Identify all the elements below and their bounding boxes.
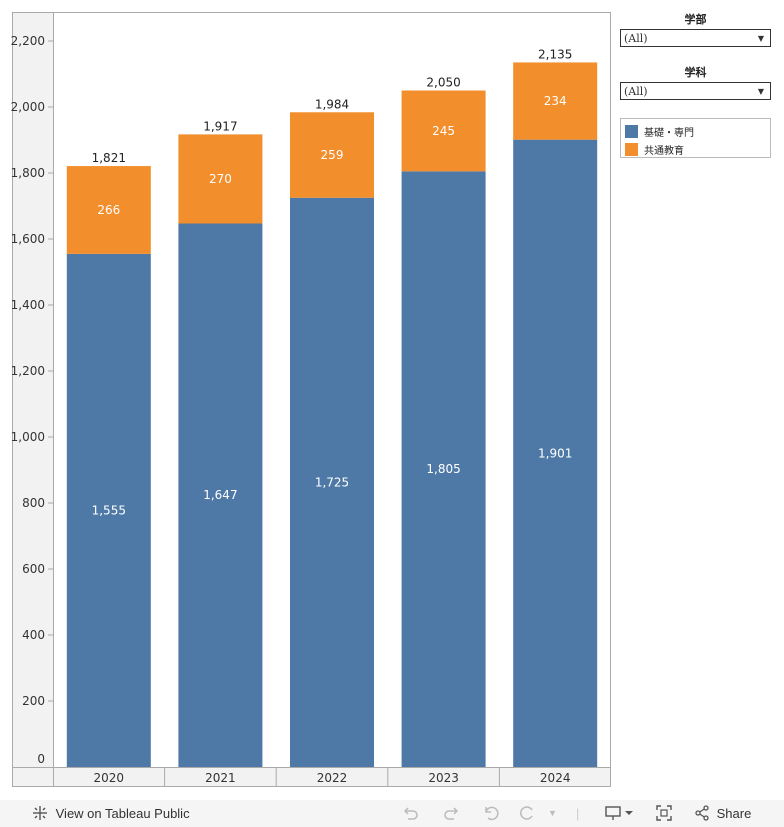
total-label: 2,050 [426, 76, 460, 90]
y-tick-label: 400 [22, 628, 45, 642]
bar-segment [178, 223, 263, 768]
legend-swatch [625, 142, 638, 156]
bar-segment [401, 171, 486, 768]
x-tick-label: 2023 [428, 771, 459, 785]
segment-value-label: 259 [321, 148, 344, 162]
dropdown-arrow-icon: ▼ [757, 87, 764, 96]
department-select[interactable]: (All) ▼ [620, 82, 771, 100]
view-on-tableau-link[interactable]: View on Tableau Public [32, 804, 190, 823]
y-tick-label: 1,800 [11, 166, 45, 180]
bar-segment [66, 166, 151, 254]
view-on-tableau-label: View on Tableau Public [55, 806, 190, 821]
y-tick-label: 2,200 [11, 34, 45, 48]
filter-title: 学部 [684, 13, 707, 26]
segment-value-label: 1,647 [203, 488, 237, 502]
faculty-select[interactable]: (All) ▼ [620, 29, 771, 47]
fullscreen-icon[interactable] [655, 804, 673, 823]
bar-segment [401, 90, 486, 172]
y-tick-label: 2,000 [11, 100, 45, 114]
y-tick-label: 600 [22, 562, 45, 576]
y-tick-label: 1,600 [11, 232, 45, 246]
legend: 基礎・専門 共通教育 [620, 118, 771, 158]
x-tick-label: 2021 [205, 771, 236, 785]
legend-label: 基礎・専門 [644, 127, 694, 139]
segment-value-label: 270 [209, 172, 232, 186]
total-label: 2,135 [538, 47, 572, 61]
segment-value-label: 1,555 [92, 503, 126, 517]
bar-segment [66, 253, 151, 768]
y-tick-label: 0 [37, 752, 45, 766]
segment-value-label: 245 [432, 124, 455, 138]
y-tick-label: 1,400 [11, 298, 45, 312]
bar-segment [513, 62, 598, 140]
download-icon[interactable] [604, 804, 634, 823]
y-axis-panel [12, 12, 53, 787]
segment-value-label: 234 [544, 94, 567, 108]
segment-value-label: 1,901 [538, 446, 572, 460]
dropdown-arrow-icon: ▼ [757, 34, 764, 43]
share-icon [695, 805, 709, 821]
refresh-menu-arrow-icon[interactable]: ▼ [548, 808, 557, 818]
y-tick-label: 800 [22, 496, 45, 510]
tableau-toolbar: View on Tableau Public ▼ | Share [0, 800, 784, 827]
legend-item-common[interactable]: 共通教育 [625, 142, 684, 157]
y-tick-label: 1,200 [11, 364, 45, 378]
share-label: Share [716, 806, 752, 821]
stacked-bar-chart: 0 200 400 600 800 1,000 1,200 1,400 1,600 1,800 2,… [11, 12, 611, 787]
segment-value-label: 1,805 [426, 462, 460, 476]
x-tick-label: 2022 [317, 771, 348, 785]
y-tick-label: 1,000 [11, 430, 45, 444]
bar-segment [513, 139, 598, 768]
chart-border [12, 12, 611, 787]
filter-title: 学科 [684, 66, 707, 79]
faculty-select-value: (All) [624, 32, 648, 45]
x-tick-label: 2020 [94, 771, 125, 785]
x-axis-panel [12, 767, 611, 787]
total-label: 1,821 [92, 151, 126, 165]
bar-segment [290, 197, 374, 767]
x-tick-label: 2024 [540, 771, 571, 785]
revert-icon[interactable] [482, 804, 500, 823]
legend-swatch [625, 124, 638, 138]
bar-segment [178, 134, 263, 224]
share-button[interactable]: Share [694, 804, 751, 823]
toolbar-divider: | [576, 806, 580, 821]
undo-icon[interactable] [402, 804, 420, 823]
department-select-value: (All) [624, 85, 648, 98]
bar-segment [290, 112, 374, 198]
filter-faculty: 学部 (All) ▼ [620, 12, 771, 47]
legend-item-basic[interactable]: 基礎・専門 [625, 124, 694, 139]
y-tick-label: 200 [22, 694, 45, 708]
chart-canvas: 0 200 400 600 800 1,000 1,200 1,400 1,600 1,800 2,… [11, 12, 611, 787]
redo-icon[interactable] [442, 804, 460, 823]
total-label: 1,917 [203, 119, 237, 133]
legend-label: 共通教育 [644, 145, 684, 157]
segment-value-label: 266 [97, 203, 120, 217]
tableau-icon [33, 806, 47, 820]
segment-value-label: 1,725 [315, 475, 349, 489]
filter-department: 学科 (All) ▼ [620, 65, 771, 100]
total-label: 1,984 [315, 97, 349, 111]
refresh-icon[interactable] [518, 804, 536, 823]
